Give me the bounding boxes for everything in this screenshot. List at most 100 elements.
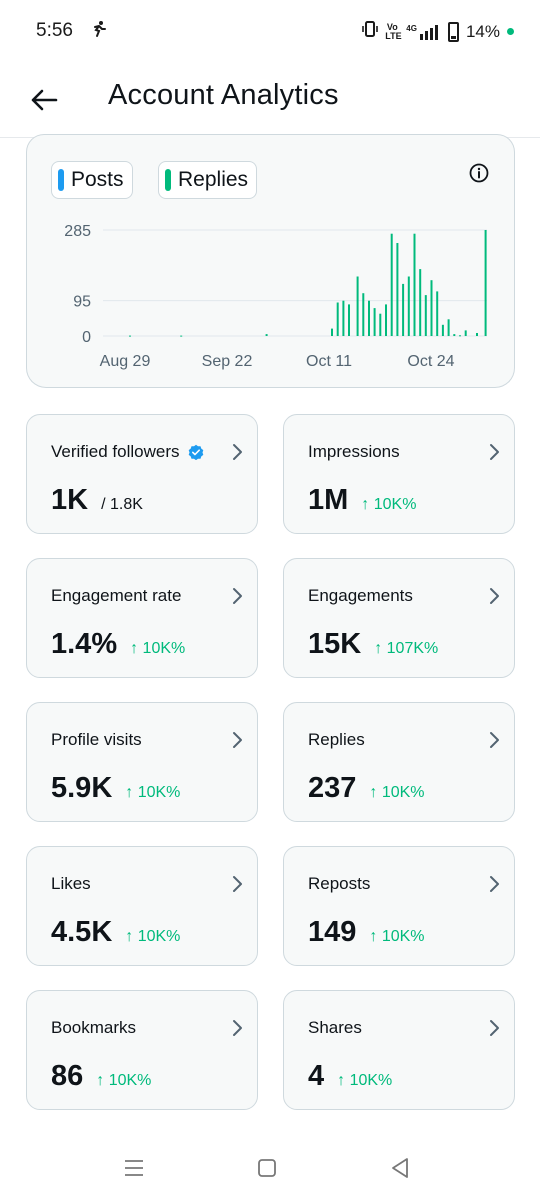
recent-apps-button[interactable] (121, 1155, 147, 1181)
metric-value-row: 1K / 1.8K (51, 484, 143, 517)
metric-title: Bookmarks (51, 1018, 136, 1038)
battery-icon (447, 21, 459, 42)
back-nav-button[interactable] (387, 1155, 413, 1181)
chart-bar (441, 324, 444, 336)
chart-bar (476, 333, 478, 336)
x-tick-label: Oct 11 (306, 353, 352, 370)
metric-total: / 1.8K (101, 496, 143, 513)
metric-title: Impressions (308, 442, 400, 462)
metric-title: Engagement rate (51, 586, 181, 606)
chart-bar (336, 302, 339, 336)
chart-bar (484, 230, 487, 336)
metric-value: 1M (308, 484, 349, 516)
system-nav-bar (0, 1135, 540, 1200)
metric-value-row: 149 ↑ 10K% (308, 916, 425, 949)
chart-bar (436, 291, 439, 336)
metric-card-profile-visits[interactable]: Profile visits 5.9K ↑ 10K% (26, 702, 258, 822)
chart-bar (379, 313, 382, 336)
chevron-right-icon (233, 1020, 242, 1036)
x-tick-label: Sep 22 (202, 353, 253, 370)
chart-bar (419, 269, 422, 336)
chevron-right-icon (233, 588, 242, 604)
chart-bar (447, 319, 450, 336)
metric-value-row: 5.9K ↑ 10K% (51, 772, 180, 805)
metric-value-row: 237 ↑ 10K% (308, 772, 425, 805)
metric-title-text: Bookmarks (51, 1018, 137, 1037)
metric-title-text: Verified followers (51, 442, 180, 461)
metric-title-text: Reposts (308, 874, 371, 893)
vibrate-icon (362, 20, 379, 43)
legend-posts-swatch (58, 169, 64, 191)
metric-card-reposts[interactable]: Reposts 149 ↑ 10K% (283, 846, 515, 966)
metric-value: 237 (308, 772, 357, 804)
metric-value-row: 4.5K ↑ 10K% (51, 916, 180, 949)
metric-card-shares[interactable]: Shares 4 ↑ 10K% (283, 990, 515, 1110)
chart-card: Posts Replies 285 95 0 Aug 29 Sep 22 Oct 11 Oc… (26, 152, 515, 388)
metric-card-replies[interactable]: Replies 237 ↑ 10K% (283, 702, 515, 822)
metric-title: Reposts (308, 874, 370, 894)
metric-card-likes[interactable]: Likes 4.5K ↑ 10K% (26, 846, 258, 966)
metric-value: 4 (308, 1060, 325, 1092)
chart-bar (356, 276, 359, 336)
legend-posts-toggle[interactable]: Posts (51, 161, 133, 199)
metric-value-row: 4 ↑ 10K% (308, 1060, 392, 1093)
chart-bar (430, 280, 433, 336)
home-button[interactable] (254, 1155, 280, 1181)
x-tick-label: Oct 24 (407, 353, 454, 370)
verified-badge-icon (188, 444, 203, 460)
metric-title: Verified followers (51, 442, 204, 462)
metric-value: 4.5K (51, 916, 113, 948)
x-tick-label: Aug 29 (100, 353, 151, 370)
metric-title: Likes (51, 874, 91, 894)
metric-change: ↑ 10K% (130, 640, 186, 657)
metric-value: 1.4% (51, 628, 118, 660)
chart-bar (373, 308, 376, 336)
metric-change: ↑ 10K% (369, 928, 425, 945)
header: Account Analytics (0, 62, 540, 138)
chart-bar (331, 328, 333, 336)
chevron-right-icon (233, 732, 242, 748)
metric-card-verified-followers[interactable]: Verified followers 1K / 1.8K (26, 414, 258, 534)
y-tick-label: 285 (64, 223, 91, 240)
battery-percent: 14% (465, 21, 500, 41)
chart-bar (180, 335, 183, 337)
metric-card-engagement-rate[interactable]: Engagement rate 1.4% ↑ 10K% (26, 558, 258, 678)
info-icon[interactable] (468, 162, 490, 184)
metric-title-text: Impressions (308, 442, 400, 461)
metric-title: Engagements (308, 586, 413, 606)
metric-change: ↑ 10K% (337, 1072, 393, 1089)
metric-title: Replies (308, 730, 365, 750)
metric-card-impressions[interactable]: Impressions 1M ↑ 10K% (283, 414, 515, 534)
status-icons: Vo LTE 4G 14% (362, 20, 514, 43)
legend-posts-label: Posts (71, 168, 124, 191)
back-button[interactable] (24, 80, 64, 120)
metric-change: ↑ 10K% (125, 784, 181, 801)
metric-card-bookmarks[interactable]: Bookmarks 86 ↑ 10K% (26, 990, 258, 1110)
legend-replies-toggle[interactable]: Replies (158, 161, 258, 199)
chart-bar (413, 233, 416, 336)
chart-bar (464, 330, 467, 336)
chart-bar (459, 335, 461, 337)
legend-replies-label: Replies (178, 168, 249, 191)
chart-bar (402, 283, 405, 336)
chevron-right-icon (233, 444, 242, 460)
metric-card-engagements[interactable]: Engagements 15K ↑ 107K% (283, 558, 515, 678)
metric-change: ↑ 107K% (374, 640, 439, 657)
metric-value: 86 (51, 1060, 84, 1092)
chart-bar (407, 276, 410, 336)
running-icon (90, 20, 108, 43)
chart-bar (390, 233, 393, 336)
chart-bar (453, 334, 456, 336)
chevron-right-icon (490, 1020, 499, 1036)
metric-title-text: Engagements (308, 586, 413, 605)
metric-title-text: Shares (308, 1018, 362, 1037)
signal-icon: 4G (406, 24, 441, 40)
metric-title-text: Profile visits (51, 730, 142, 749)
metric-title: Profile visits (51, 730, 142, 750)
privacy-dot-icon (507, 28, 514, 35)
chart-bar (396, 243, 399, 336)
chart-bar (265, 334, 268, 336)
status-bar: 5:56 Vo LTE 4G 14% (0, 0, 540, 62)
metric-value-row: 15K ↑ 107K% (308, 628, 438, 661)
y-tick-label: 0 (82, 329, 91, 346)
